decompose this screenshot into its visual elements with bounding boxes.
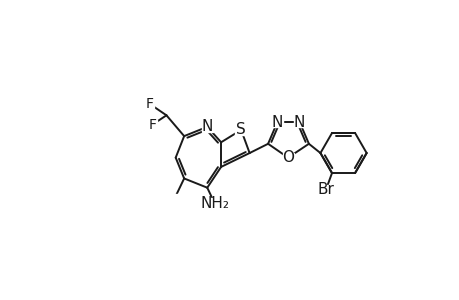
Text: NH₂: NH₂ [200, 196, 229, 211]
Text: Br: Br [317, 182, 334, 197]
Text: N: N [271, 115, 282, 130]
Bar [317, 184, 334, 195]
Bar [282, 153, 293, 163]
Text: O: O [281, 150, 293, 165]
Bar [204, 199, 225, 209]
Bar [173, 194, 178, 199]
Text: F: F [148, 118, 156, 131]
Text: N: N [201, 119, 213, 134]
Bar [271, 117, 282, 127]
Text: S: S [236, 122, 246, 137]
Text: F: F [145, 97, 153, 111]
Bar [145, 99, 154, 108]
Bar [148, 120, 157, 129]
Bar [235, 125, 246, 135]
Bar [202, 122, 212, 132]
Bar [294, 117, 304, 127]
Text: N: N [293, 115, 305, 130]
